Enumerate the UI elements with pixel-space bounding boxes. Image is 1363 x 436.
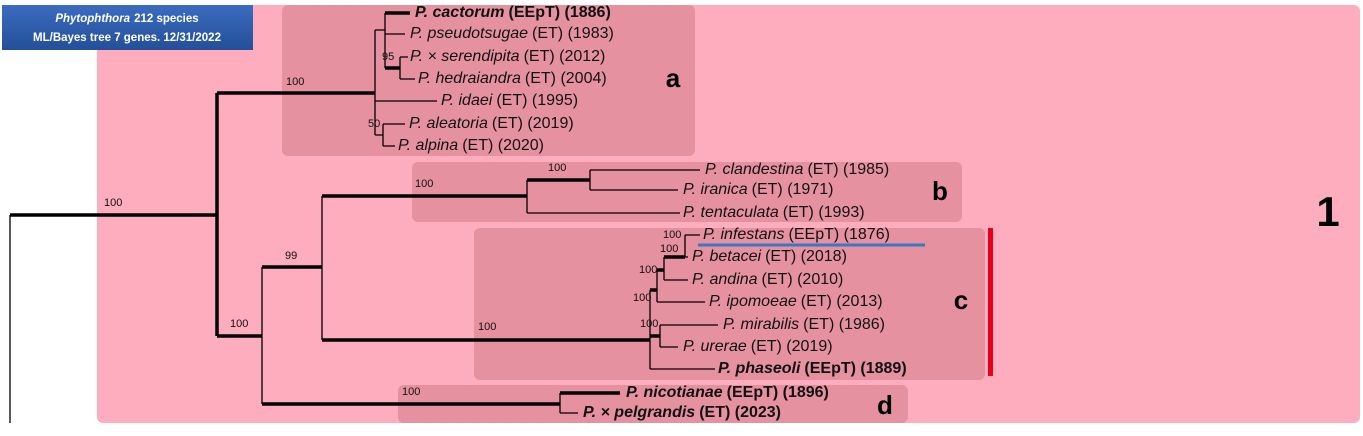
support-value: 100 — [640, 318, 658, 330]
taxon-info: (ET) (2013) — [801, 293, 883, 310]
taxon-name: P. cactorum — [415, 4, 505, 21]
taxon-name: P. ipomoeae — [709, 293, 797, 310]
taxon-name: P. nicotianae — [626, 384, 723, 401]
taxon-info: (ET) (2023) — [699, 404, 781, 421]
taxon-info: (ET) (2019) — [751, 338, 833, 355]
taxon-info: (ET) (1985) — [807, 161, 889, 178]
taxon-label: P. clandestina (ET) (1985) — [705, 161, 889, 178]
support-value: 100 — [230, 318, 248, 330]
header-genus: Phytophthora — [55, 13, 130, 25]
clade-label: a — [666, 63, 681, 93]
clade-box — [398, 385, 908, 423]
taxon-label: P. nicotianae (EEpT) (1896) — [626, 384, 829, 401]
taxon-name: P. idaei — [441, 92, 493, 109]
support-value: 100 — [639, 264, 657, 276]
taxon-info: (ET) (2004) — [525, 70, 607, 87]
taxon-info: (ET) (1971) — [752, 181, 834, 198]
taxon-name: P. andina — [692, 271, 758, 288]
support-value: 100 — [402, 386, 420, 398]
support-value: 50 — [368, 118, 380, 130]
clade-box — [474, 228, 985, 380]
support-value: 95 — [382, 51, 394, 63]
taxon-name: P. infestans — [703, 226, 785, 243]
support-value: 100 — [478, 321, 496, 333]
branches — [9, 11, 718, 423]
header-subtitle: ML/Bayes tree 7 genes. 12/31/2022 — [33, 32, 221, 44]
taxon-name: P. mirabilis — [723, 316, 799, 333]
taxon-name: P. aleatoria — [409, 115, 488, 132]
taxon-label: P. betacei (ET) (2018) — [692, 248, 847, 265]
taxon-info: (EEpT) (1896) — [727, 384, 829, 401]
taxon-name: P. clandestina — [705, 161, 804, 178]
taxon-label: P. tentaculata (ET) (1993) — [683, 204, 865, 221]
taxon-label: P. phaseoli (EEpT) (1889) — [718, 360, 907, 377]
taxon-name: P. pseudotsugae — [410, 25, 528, 42]
taxon-name: P. alpina — [398, 137, 458, 154]
taxon-name: P. × serendipita — [410, 48, 520, 65]
clade-bar — [988, 228, 993, 376]
taxon-label: P. cactorum (EEpT) (1886) — [415, 4, 611, 21]
clade-label: d — [877, 390, 893, 420]
taxon-label: P. alpina (ET) (2020) — [398, 137, 544, 154]
taxon-info: (ET) (1983) — [532, 25, 614, 42]
taxon-info: (ET) (2018) — [765, 248, 847, 265]
taxon-name: P. iranica — [683, 181, 748, 198]
taxon-name: P. hedraiandra — [418, 70, 521, 87]
taxon-info: (EEpT) (1889) — [804, 360, 906, 377]
taxon-name: P. phaseoli — [718, 360, 801, 377]
support-value: 100 — [633, 292, 651, 304]
taxon-label: P. pseudotsugae (ET) (1983) — [410, 25, 614, 42]
taxon-info: (ET) (1995) — [496, 92, 578, 109]
taxon-name: P. betacei — [692, 248, 762, 265]
taxon-label: P. idaei (ET) (1995) — [441, 92, 578, 109]
support-value: 100 — [415, 178, 433, 190]
support-value: 100 — [104, 197, 122, 209]
taxon-info: (ET) (1986) — [803, 316, 885, 333]
clade-label: c — [954, 285, 968, 315]
taxon-label: P. aleatoria (ET) (2019) — [409, 115, 574, 132]
taxon-label: P. andina (ET) (2010) — [692, 271, 843, 288]
taxon-label: P. urerae (ET) (2019) — [683, 338, 833, 355]
taxon-info: (ET) (2020) — [462, 137, 544, 154]
taxon-label: P. × pelgrandis (ET) (2023) — [583, 404, 781, 421]
support-value: 100 — [660, 243, 678, 255]
support-value: 100 — [548, 162, 566, 174]
support-value: 100 — [663, 229, 681, 241]
support-value: 99 — [285, 250, 297, 262]
taxon-label: P. iranica (ET) (1971) — [683, 181, 833, 198]
taxon-name: P. tentaculata — [683, 204, 779, 221]
taxon-name: P. × pelgrandis — [583, 404, 695, 421]
taxon-label: P. ipomoeae (ET) (2013) — [709, 293, 883, 310]
taxon-label: P. hedraiandra (ET) (2004) — [418, 70, 607, 87]
taxon-info: (EEpT) (1886) — [509, 4, 611, 21]
group-label: 1 — [1316, 188, 1339, 235]
taxon-label: P. infestans (EEpT) (1876) — [703, 226, 890, 243]
taxon-info: (ET) (2010) — [762, 271, 844, 288]
taxon-name: P. urerae — [683, 338, 747, 355]
taxon-info: (ET) (2019) — [492, 115, 574, 132]
taxon-label: P. × serendipita (ET) (2012) — [410, 48, 605, 65]
taxon-info: (EEpT) (1876) — [789, 226, 890, 243]
header-title: Phytophthora 212 species — [55, 13, 198, 25]
clade-label: b — [932, 176, 948, 206]
clade-box — [412, 162, 962, 222]
taxon-label: P. mirabilis (ET) (1986) — [723, 316, 885, 333]
taxon-info: (ET) (2012) — [524, 48, 606, 65]
header-count: 212 species — [134, 13, 199, 25]
taxon-info: (ET) (1993) — [783, 204, 865, 221]
header-box — [2, 5, 253, 50]
support-value: 100 — [286, 76, 304, 88]
